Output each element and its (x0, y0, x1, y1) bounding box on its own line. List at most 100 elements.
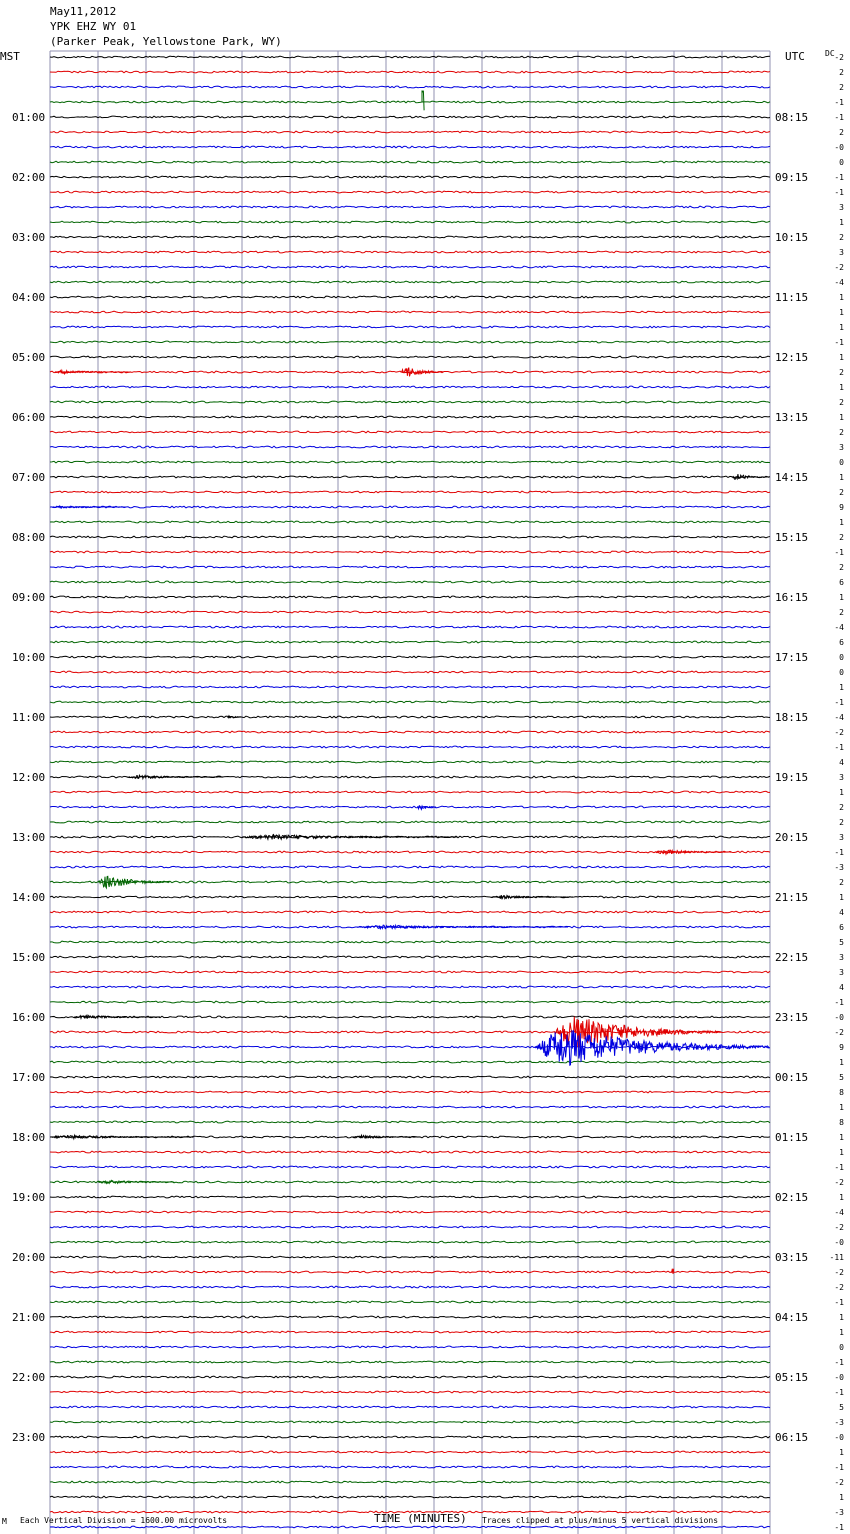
dc-offset-label: 1 (839, 353, 844, 362)
trace-row (49, 340, 771, 344)
trace-row (49, 1480, 771, 1484)
dc-offset-label: 1 (839, 788, 844, 797)
right-hour-label: 17:15 (775, 651, 808, 664)
trace-row (49, 145, 771, 149)
trace-row (49, 1510, 771, 1514)
dc-offset-label: 1 (839, 1103, 844, 1112)
trace-row (49, 70, 771, 74)
vertical-division-note: Each Vertical Division = 1600.00 microvo… (20, 1516, 227, 1525)
trace-row (49, 1210, 771, 1214)
dc-offset-label: -2 (834, 1178, 844, 1187)
dc-offset-label: -2 (834, 53, 844, 62)
chart-date: May11,2012 (50, 5, 117, 18)
left-hour-label: 16:00 (12, 1011, 45, 1024)
dc-offset-label: 0 (839, 653, 844, 662)
trace-row (49, 1225, 771, 1229)
dc-offset-label: 8 (839, 1088, 844, 1097)
trace-row (49, 325, 771, 329)
trace-row (49, 1120, 771, 1124)
dc-offset-label: -3 (834, 863, 844, 872)
dc-offset-label: -2 (834, 1028, 844, 1037)
right-hour-label: 09:15 (775, 171, 808, 184)
dc-offset-label: 1 (839, 413, 844, 422)
trace-row (49, 1360, 771, 1364)
right-hour-label: 00:15 (775, 1071, 808, 1084)
trace-row (49, 670, 771, 674)
right-hour-label: 19:15 (775, 771, 808, 784)
dc-offset-label: 1 (839, 593, 844, 602)
trace-row (49, 475, 771, 479)
trace-row (49, 730, 771, 734)
right-hour-label: 20:15 (775, 831, 808, 844)
dc-offset-label: 1 (839, 1148, 844, 1157)
dc-offset-label: 2 (839, 803, 844, 812)
trace-row (49, 550, 771, 554)
dc-offset-label: 8 (839, 1118, 844, 1127)
right-hour-label: 16:15 (775, 591, 808, 604)
trace-row (49, 295, 771, 299)
trace-row (49, 190, 771, 194)
dc-title: DC (825, 49, 835, 58)
right-hour-label: 13:15 (775, 411, 808, 424)
trace-row (49, 925, 771, 929)
trace-row (49, 1435, 771, 1439)
dc-offset-label: 1 (839, 383, 844, 392)
left-hour-label: 15:00 (12, 951, 45, 964)
trace-row (49, 1075, 771, 1079)
dc-offset-label: -0 (834, 1433, 844, 1442)
dc-offset-label: 2 (839, 608, 844, 617)
left-hour-label: 10:00 (12, 651, 45, 664)
dc-offset-label: 1 (839, 323, 844, 332)
dc-offset-label: -1 (834, 98, 844, 107)
dc-offset-label: -1 (834, 548, 844, 557)
left-hour-label: 20:00 (12, 1251, 45, 1264)
left-hour-label: 04:00 (12, 291, 45, 304)
seismic-event (357, 923, 569, 931)
dc-offset-label: 1 (839, 473, 844, 482)
dc-offset-label: 5 (839, 1403, 844, 1412)
trace-row (49, 1195, 771, 1199)
left-hour-label: 14:00 (12, 891, 45, 904)
seismic-event (400, 367, 444, 377)
dc-offset-label: -1 (834, 173, 844, 182)
trace-row (49, 1000, 771, 1004)
trace-row (49, 625, 771, 629)
seismic-event (126, 773, 223, 781)
dc-offset-label: 3 (839, 968, 844, 977)
trace-row (49, 865, 771, 869)
right-hour-label: 11:15 (775, 291, 808, 304)
dc-offset-label: 2 (839, 488, 844, 497)
dc-offset-label: -1 (834, 188, 844, 197)
trace-row (49, 520, 771, 524)
left-hour-label: 08:00 (12, 531, 45, 544)
dc-offset-label: 1 (839, 218, 844, 227)
dc-offset-label: 0 (839, 158, 844, 167)
trace-row (49, 1060, 771, 1064)
trace-row (49, 1015, 771, 1019)
trace-row (49, 1345, 771, 1349)
trace-row (49, 1330, 771, 1334)
trace-row (49, 940, 771, 944)
trace-row (49, 1270, 771, 1274)
left-axis-title: MST (0, 50, 20, 63)
dc-offset-label: 2 (839, 68, 844, 77)
dc-offset-label: 4 (839, 758, 844, 767)
dc-offset-label: 3 (839, 203, 844, 212)
seismic-event (227, 714, 242, 719)
trace-row (49, 1315, 771, 1319)
dc-offset-label: 9 (839, 503, 844, 512)
left-hour-label: 09:00 (12, 591, 45, 604)
dc-offset-label: 0 (839, 1343, 844, 1352)
trace-row (49, 160, 771, 164)
trace-row (49, 100, 771, 104)
dc-offset-label: -2 (834, 263, 844, 272)
trace-row (49, 235, 771, 239)
left-hour-label: 02:00 (12, 171, 45, 184)
dc-offset-label: 4 (839, 908, 844, 917)
trace-row (49, 1525, 771, 1529)
dc-offset-label: -1 (834, 1463, 844, 1472)
trace-row (49, 250, 771, 254)
trace-row (49, 820, 771, 824)
dc-offset-label: 2 (839, 878, 844, 887)
trace-row (49, 790, 771, 794)
